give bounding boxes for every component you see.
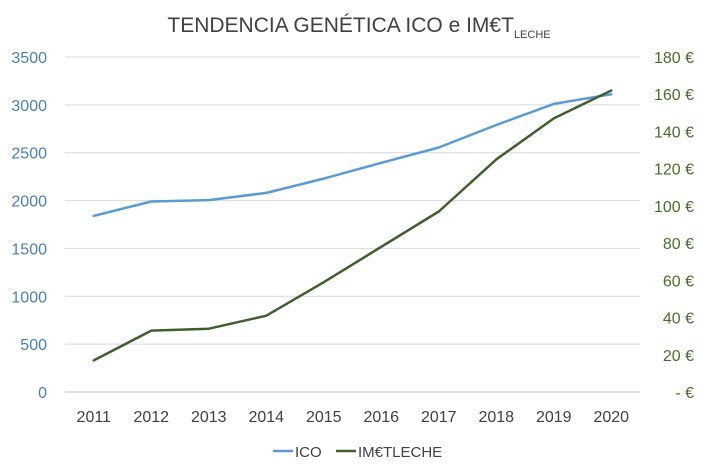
left-tick-label: 3500 — [11, 50, 47, 67]
left-tick-label: 2000 — [11, 194, 47, 211]
x-tick-label: 2012 — [133, 409, 169, 426]
series-line-ico — [92, 93, 613, 218]
chart-title: TENDENCIA GENÉTICA ICO e IM€TLECHE — [167, 14, 550, 41]
chart-title-subscript: LECHE — [514, 29, 551, 41]
chart-title-main: TENDENCIA GENÉTICA ICO e IM€T — [167, 14, 514, 37]
x-tick-label: 2020 — [593, 409, 629, 426]
right-tick-label: 120 € — [654, 162, 694, 179]
left-axis-ticks: 0 500 1000 1500 2000 2500 3000 3500 — [11, 50, 47, 402]
x-tick-label: 2013 — [191, 409, 227, 426]
left-tick-label: 1000 — [11, 289, 47, 306]
x-tick-label: 2019 — [536, 409, 572, 426]
x-tick-label: 2014 — [248, 409, 284, 426]
right-tick-label: - € — [675, 385, 694, 402]
right-axis-ticks: - € 20 € 40 € 60 € 80 € 100 € 120 € 140 € 160 € 1… — [654, 50, 694, 402]
series-lines — [92, 89, 613, 362]
x-axis-ticks: 2011 2012 2013 2014 2015 2016 2017 2018 2019 2020 — [77, 409, 630, 426]
right-tick-label: 160 € — [654, 87, 694, 104]
x-tick-label: 2016 — [363, 409, 399, 426]
x-tick-label: 2017 — [421, 409, 457, 426]
right-tick-label: 40 € — [663, 311, 694, 328]
x-tick-label: 2011 — [77, 409, 112, 426]
right-tick-label: 140 € — [654, 124, 694, 141]
left-tick-label: 1500 — [11, 241, 47, 258]
right-tick-label: 20 € — [663, 348, 694, 365]
left-tick-label: 0 — [38, 385, 47, 402]
grid — [65, 56, 640, 393]
right-tick-label: 80 € — [663, 236, 694, 253]
legend: ICO IM€TLECHE — [273, 444, 442, 461]
left-tick-label: 2500 — [11, 146, 47, 163]
x-tick-label: 2015 — [306, 409, 342, 426]
right-tick-label: 180 € — [654, 50, 694, 67]
series-line-im-tleche — [92, 89, 613, 362]
legend-label: ICO — [295, 444, 322, 461]
right-tick-label: 100 € — [654, 199, 694, 216]
right-tick-label: 60 € — [663, 273, 694, 290]
x-tick-label: 2018 — [478, 409, 514, 426]
left-tick-label: 500 — [20, 337, 47, 354]
legend-label: IM€TLECHE — [358, 444, 442, 461]
left-tick-label: 3000 — [11, 98, 47, 115]
